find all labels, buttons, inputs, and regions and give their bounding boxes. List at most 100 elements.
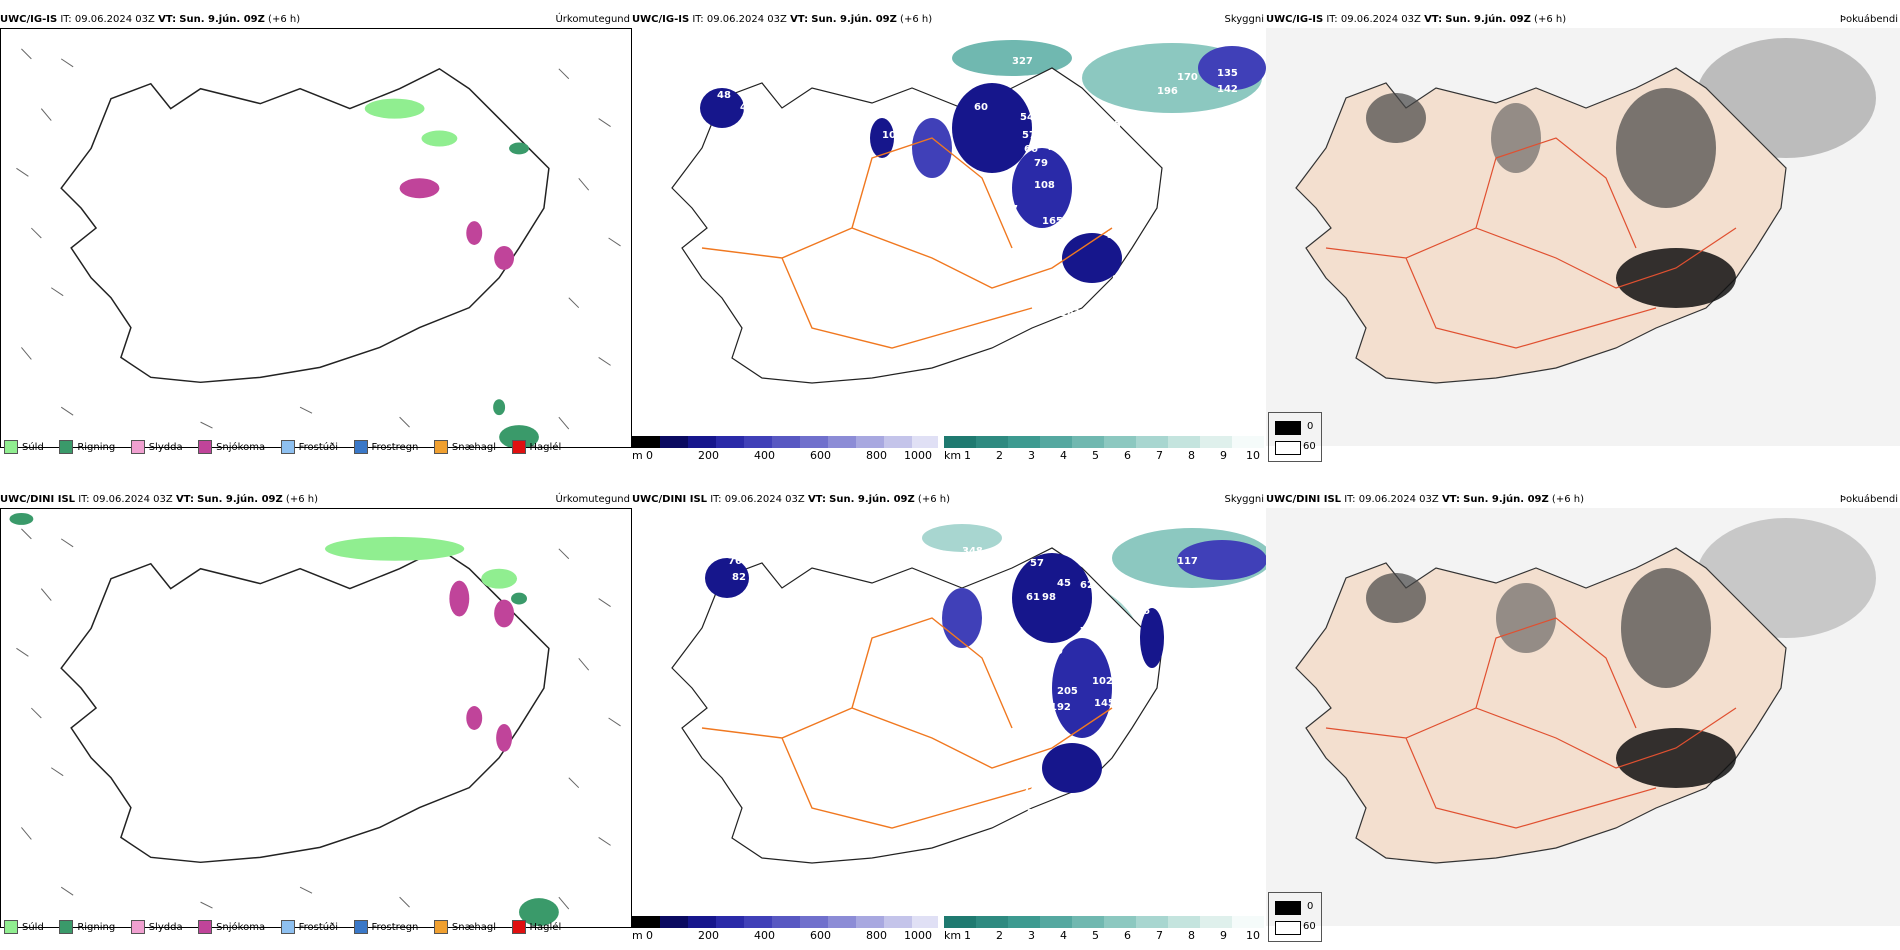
scale-tick: 600 [810,929,831,942]
vis-colorbar [944,436,1264,448]
init-time: IT: 09.06.2024 03Z [78,494,173,505]
scale-tick: 1000 [904,929,932,942]
svg-text:79: 79 [1034,158,1048,169]
legend-swatch [130,920,145,934]
scale-unit: km [944,449,962,462]
svg-text:75: 75 [1107,120,1121,131]
vis-scale-row2: km 1 2 3 4 5 6 7 8 9 10 [944,914,1266,944]
valid-time-label: VT: [175,494,194,505]
svg-text:66: 66 [1024,144,1038,155]
panel-title: Þokuábendi [1839,494,1898,505]
ceiling-blobs [700,83,1122,283]
precip-map [0,508,632,928]
panel-header: UWC/IG-IS IT: 09.06.2024 03Z VT: Sun. 9.… [1266,12,1900,28]
legend-item: Slydda [130,920,183,934]
model-source: UWC/DINI ISL [0,494,76,505]
scale-tick: 8 [1188,929,1195,942]
model-source: UWC/IG-IS [1266,14,1324,25]
fog-panel-row1: UWC/IG-IS IT: 09.06.2024 03Z VT: Sun. 9.… [1266,12,1900,464]
svg-text:61: 61 [1026,592,1040,603]
svg-text:47: 47 [740,102,754,113]
legend-item: Haglél [511,920,561,934]
svg-text:93: 93 [1079,100,1093,111]
init-time: IT: 09.06.2024 03Z [692,14,787,25]
wind-barbs [16,528,621,910]
svg-text:57: 57 [1022,130,1036,141]
svg-text:12: 12 [990,746,1004,757]
cloud-map: 348 117 69 57 45 62 61 98 78 86 110 102 … [632,508,1266,926]
svg-text:98: 98 [1042,592,1056,603]
svg-text:54: 54 [1020,112,1034,123]
svg-text:105: 105 [882,130,903,141]
panel-header: UWC/IG-IS IT: 09.06.2024 03Z VT: Sun. 9.… [632,12,1266,28]
precip-legend: Súld Rigning Slydda Snjókoma Frostúði Fr… [4,920,573,937]
svg-text:233: 233 [1027,290,1048,301]
iceland-outline [60,547,550,864]
legend-item: Frostúði [280,920,338,934]
scale-tick: 5 [1092,449,1099,462]
ceiling-scale-row1: m 0 200 400 600 800 1000 [632,434,942,464]
scale-tick: 200 [698,449,719,462]
svg-text:161: 161 [1060,308,1081,319]
fog-map [1266,28,1900,446]
svg-text:135: 135 [1217,68,1238,79]
ceiling-scale-row2: m 0 200 400 600 800 1000 [632,914,942,944]
svg-text:72: 72 [1182,636,1196,647]
svg-text:170: 170 [1177,72,1198,83]
fog-scale-row1: 0 60 [1268,412,1322,462]
legend-item: Frostregn [353,440,418,454]
svg-text:97: 97 [1004,204,1018,215]
svg-text:324: 324 [1107,230,1128,241]
model-source: UWC/DINI ISL [632,494,708,505]
precip-blobs [364,98,539,447]
fog-value: 60 [1303,441,1316,452]
svg-text:150: 150 [1107,720,1128,731]
iceland-outline [60,67,550,384]
svg-text:52: 52 [1064,124,1078,135]
panel-title: Skyggni [1224,14,1264,25]
scale-unit: m [632,449,643,462]
scale-tick: 600 [810,449,831,462]
fog-value: 0 [1307,901,1314,912]
valid-time: Sun. 9.jún. 09Z [1445,14,1531,25]
svg-text:165: 165 [1042,216,1063,227]
valid-time-label: VT: [807,494,826,505]
scale-tick: 10 [1246,449,1260,462]
legend-swatch [59,920,74,934]
fog-value: 0 [1307,421,1314,432]
init-time: IT: 09.06.2024 03Z [1344,494,1439,505]
scale-tick: 200 [698,929,719,942]
legend-swatch [511,920,526,934]
fog-shading [1366,568,1736,788]
svg-text:348: 348 [962,546,983,557]
road-network [701,617,1113,829]
cloud-labels: 348 117 69 57 45 62 61 98 78 86 110 102 … [728,538,1198,819]
svg-text:45: 45 [1057,578,1071,589]
legend-item: Snjókoma [198,440,265,454]
legend-item: Frostregn [353,920,418,934]
legend-item: Rigning [59,440,115,454]
panel-title: Þokuábendi [1839,14,1898,25]
scale-tick: 9 [1220,929,1227,942]
svg-text:78: 78 [1080,626,1094,637]
legend-swatch [353,440,368,454]
road-network [1325,137,1737,349]
svg-text:108: 108 [1034,180,1055,191]
panel-title: Úrkomutegund [555,14,630,25]
scale-tick: 6 [1124,929,1131,942]
svg-text:76: 76 [728,556,742,567]
svg-text:67: 67 [772,130,786,141]
svg-text:196: 196 [1157,86,1178,97]
svg-text:54: 54 [1118,584,1132,595]
lead-time: (+6 h) [917,494,950,505]
legend-swatch [4,440,18,454]
fog-swatch-white [1275,441,1301,455]
legend-item: Haglél [511,440,561,454]
svg-text:205: 205 [1057,686,1078,697]
scale-tick: 3 [1028,449,1035,462]
road-network [1325,617,1737,829]
scale-tick: 4 [1060,449,1067,462]
fog-panel-row2: UWC/DINI ISL IT: 09.06.2024 03Z VT: Sun.… [1266,492,1900,944]
svg-text:23: 23 [997,260,1011,271]
legend-swatch [280,920,295,934]
